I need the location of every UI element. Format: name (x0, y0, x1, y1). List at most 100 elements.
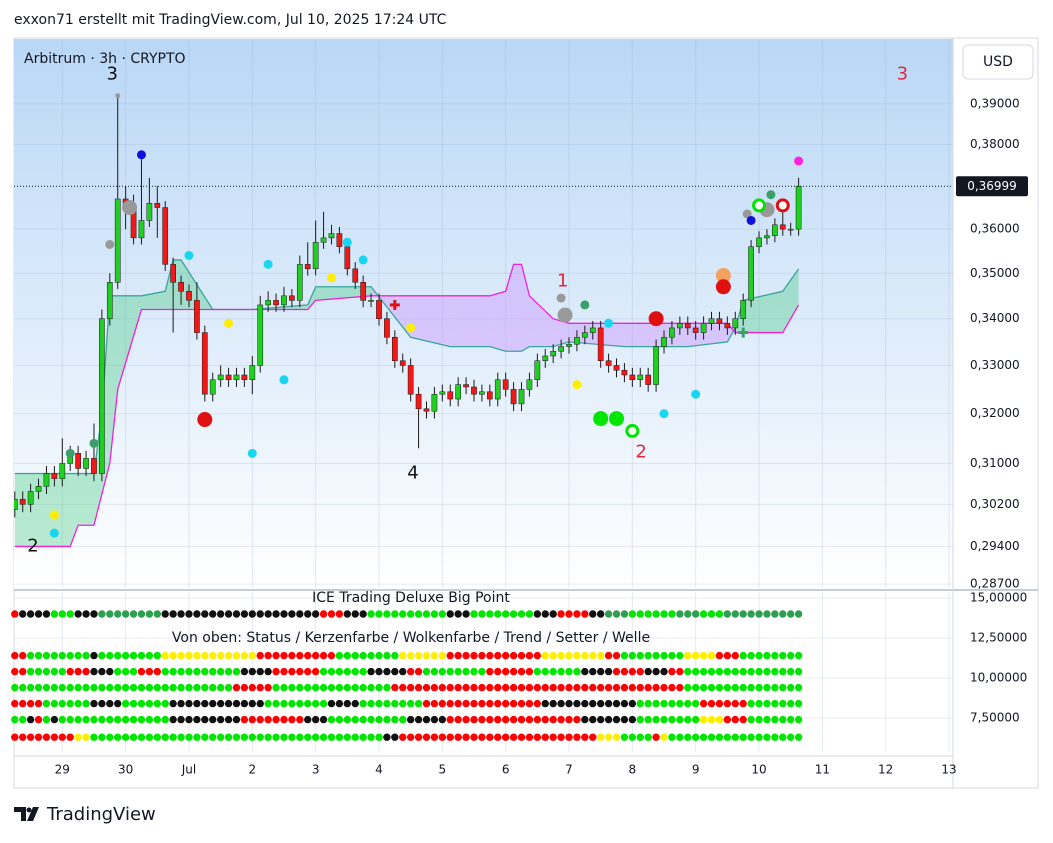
status-dot (383, 699, 391, 708)
status-dot (34, 699, 43, 708)
status-dot (145, 715, 154, 724)
status-dot (137, 699, 146, 708)
status-dot (596, 667, 605, 676)
status-dot (232, 651, 241, 660)
status-dot (596, 610, 605, 618)
status-dot (66, 715, 74, 724)
status-dot (19, 699, 27, 708)
status-dot (723, 651, 732, 660)
status-dot (264, 610, 272, 618)
status-dot (596, 699, 605, 708)
x-tick-label: Jul (181, 763, 196, 777)
status-dot (145, 683, 154, 692)
status-dot (533, 733, 542, 741)
status-dot (114, 667, 122, 676)
dot-run (319, 610, 344, 618)
candle-body (431, 393, 438, 412)
dot-run (232, 683, 272, 692)
status-dot (549, 733, 557, 741)
candle-body (732, 318, 739, 329)
candle-body (756, 237, 762, 247)
status-dot (707, 733, 716, 741)
status-dot (304, 715, 312, 724)
status-dot (723, 699, 732, 708)
candle-body (352, 268, 359, 283)
status-dot (248, 699, 257, 708)
status-dot (430, 715, 439, 724)
status-dot (209, 699, 217, 708)
status-dot (185, 715, 193, 724)
status-dot (90, 699, 98, 708)
status-dot (50, 733, 59, 741)
status-dot (399, 667, 407, 676)
status-dot (494, 683, 502, 692)
status-dot (668, 699, 676, 708)
status-dot (114, 733, 122, 741)
status-dot (715, 733, 724, 741)
status-dot (399, 610, 407, 618)
status-dot (573, 610, 581, 618)
status-dot (319, 610, 328, 618)
candle-body (186, 291, 192, 301)
candle-body (257, 304, 264, 366)
status-dot (280, 683, 288, 692)
status-dot (106, 667, 114, 676)
status-dot (224, 651, 233, 660)
status-dot (699, 610, 708, 618)
status-dot (311, 667, 320, 676)
status-dot (557, 715, 565, 724)
status-dot (153, 667, 162, 676)
status-dot (319, 667, 328, 676)
status-dot (612, 610, 621, 618)
status-dot (525, 610, 534, 618)
status-dot (311, 715, 320, 724)
status-dot (470, 699, 478, 708)
dot-run (699, 699, 747, 708)
status-dot (786, 699, 795, 708)
candle-body (162, 207, 169, 265)
marker (197, 412, 213, 428)
status-dot (771, 667, 779, 676)
status-dot (494, 715, 502, 724)
status-dot (699, 651, 708, 660)
status-dot (216, 733, 225, 741)
status-dot (311, 733, 320, 741)
status-dot (763, 651, 771, 660)
status-dot (731, 683, 739, 692)
dot-run (240, 715, 304, 724)
status-dot (763, 683, 771, 692)
status-dot (359, 667, 367, 676)
status-dot (668, 715, 676, 724)
status-dot (557, 610, 565, 618)
marker-ring (625, 423, 640, 438)
candle-body (581, 332, 588, 338)
status-dot (121, 610, 130, 618)
status-dot (391, 733, 399, 741)
grid (14, 40, 953, 752)
status-dot (747, 651, 755, 660)
status-dot (185, 683, 193, 692)
candle-body (376, 300, 382, 319)
currency-button[interactable] (962, 44, 1034, 80)
status-dot (256, 651, 264, 660)
status-dot (478, 667, 486, 676)
marker (746, 215, 756, 225)
currency[interactable]: USD (983, 54, 1013, 70)
status-dot (422, 667, 431, 676)
dot-run (58, 715, 169, 724)
status-dot (367, 683, 375, 692)
status-dot (604, 667, 613, 676)
status-dot (565, 683, 573, 692)
dot-run (98, 610, 162, 618)
candle-body (289, 295, 295, 301)
status-dot (794, 715, 803, 724)
status-dot (74, 715, 82, 724)
marker (105, 239, 115, 249)
status-dot (383, 683, 391, 692)
candle-body (281, 295, 287, 306)
status-dot (137, 610, 146, 618)
status-dot (185, 610, 193, 618)
status-dot (715, 651, 724, 660)
status-dot (82, 683, 90, 692)
marker (115, 93, 121, 99)
